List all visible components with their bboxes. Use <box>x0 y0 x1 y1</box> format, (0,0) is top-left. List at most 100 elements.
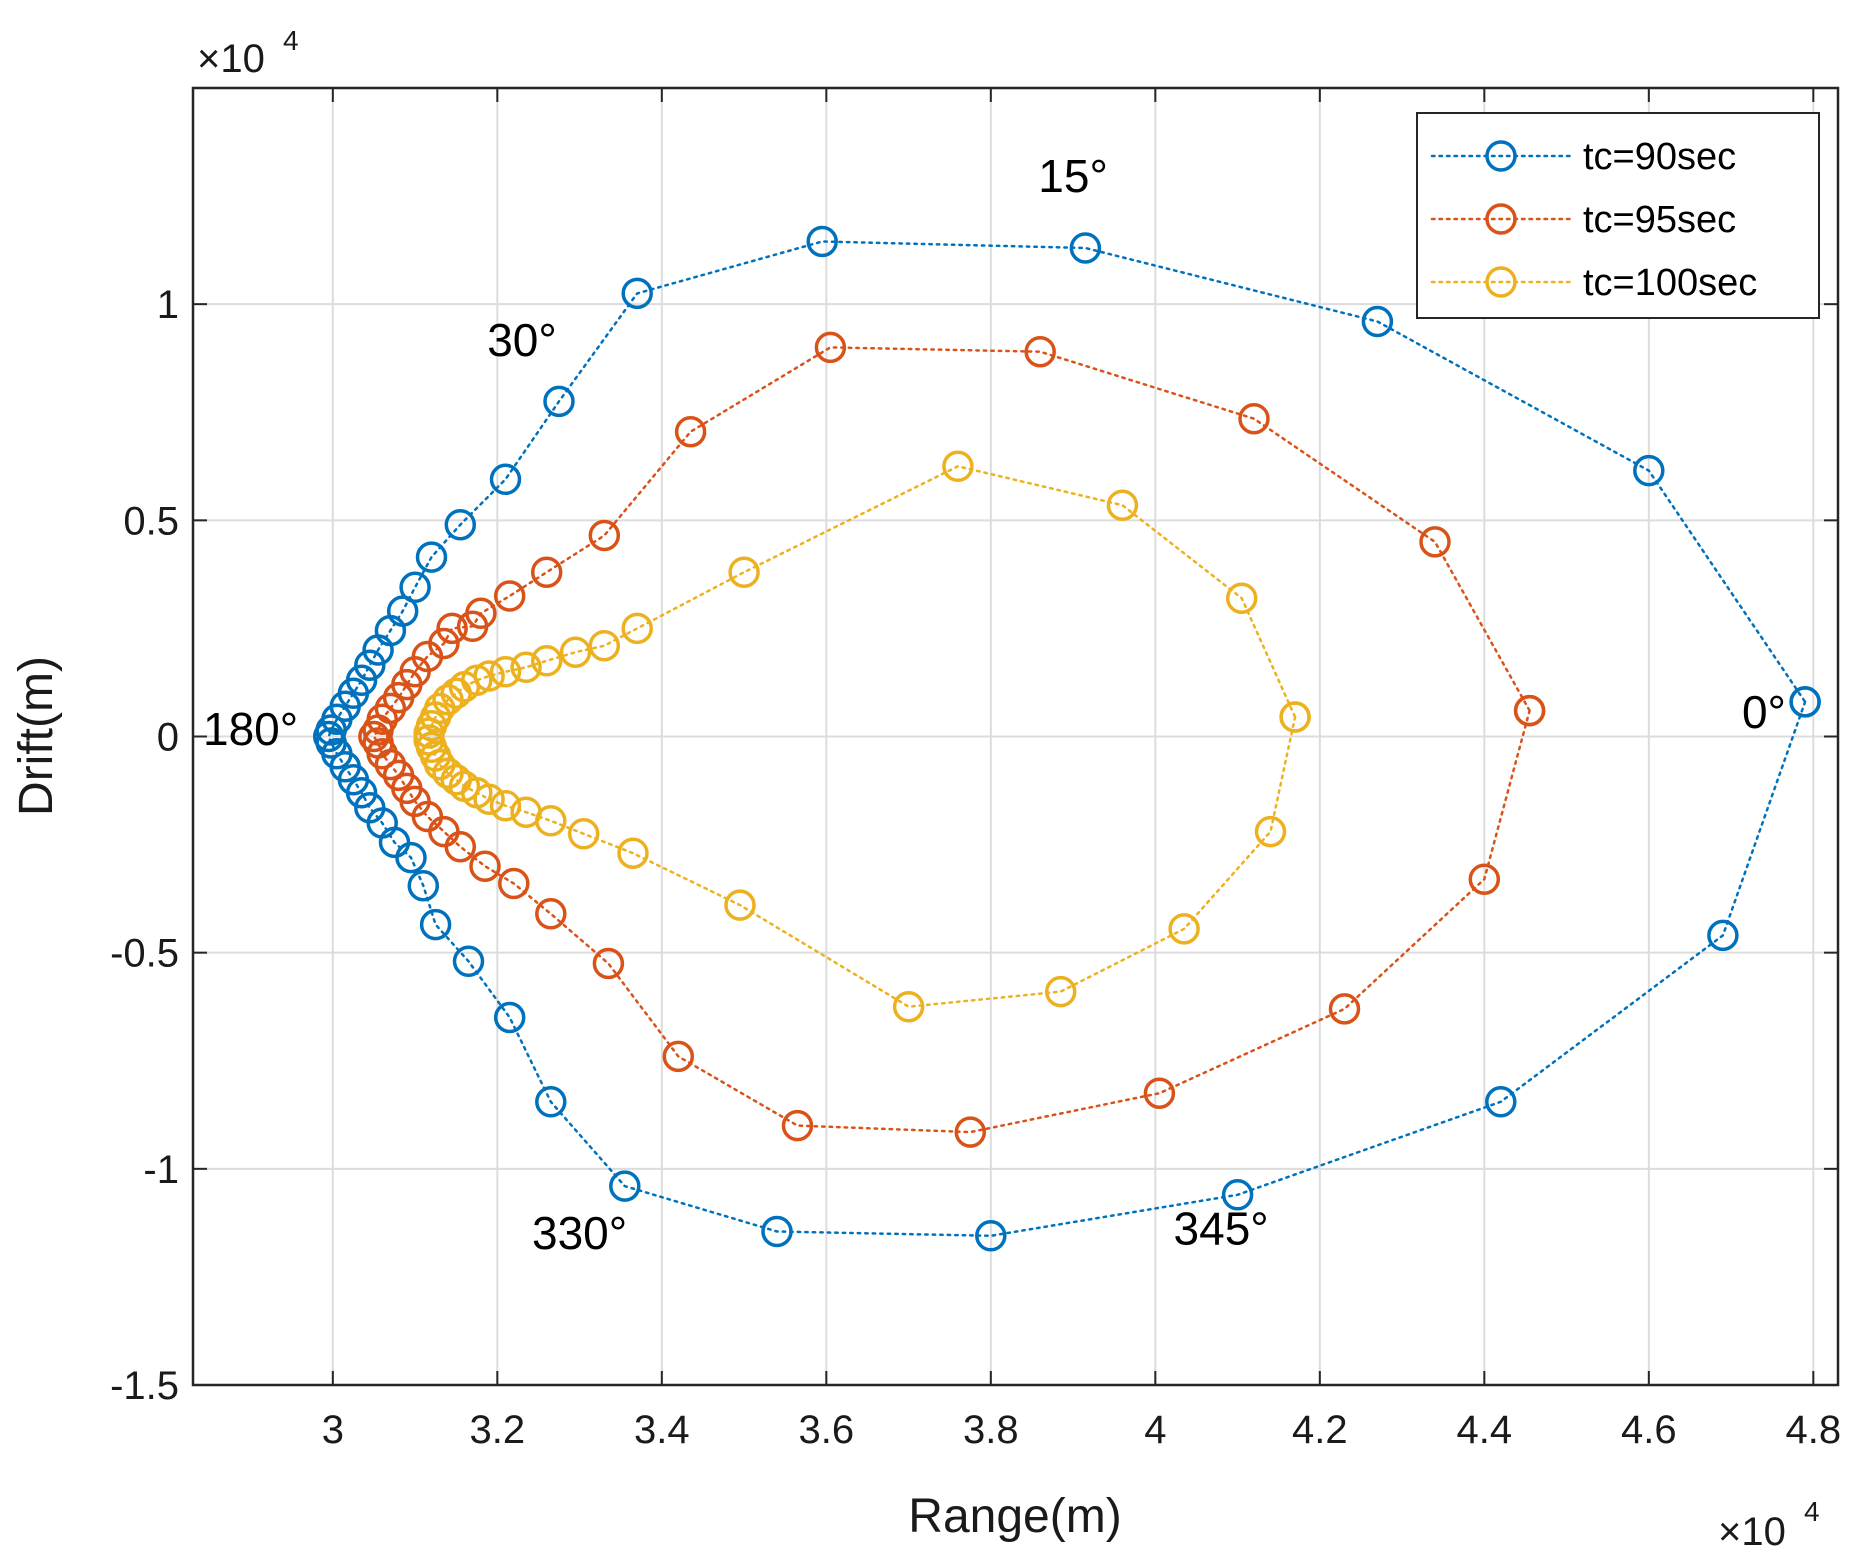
legend-entry: tc=100sec <box>1430 262 1757 304</box>
x-tick-label: 4.8 <box>1786 1408 1842 1452</box>
y-exponent-power: 4 <box>283 25 299 56</box>
data-point <box>473 660 505 692</box>
data-point <box>354 649 386 681</box>
data-point <box>419 908 452 941</box>
data-point <box>543 385 575 418</box>
data-point <box>407 869 440 902</box>
data-point <box>588 629 621 662</box>
data-point <box>1024 335 1056 368</box>
data-point <box>1254 815 1287 848</box>
data-point <box>1225 582 1258 614</box>
data-point <box>617 837 649 869</box>
x-tick-label: 3.4 <box>634 1408 690 1452</box>
data-point <box>366 703 398 735</box>
data-point <box>1513 694 1546 727</box>
data-point <box>1221 1179 1254 1211</box>
data-point <box>621 612 653 645</box>
data-point <box>1143 1077 1176 1109</box>
legend-entry: tc=95sec <box>1430 199 1736 241</box>
legend-entries: tc=90sec tc=95sec tc=100sec <box>1430 136 1757 304</box>
ticks: 3 3.2 3.4 3.6 3.8 4 4.2 4.4 4.6 4.8 -1.5 -1 -0.5 0 0.5… <box>110 88 1841 1452</box>
series-1 <box>312 225 1821 1252</box>
annotation-label: 330° <box>532 1207 627 1259</box>
legend-marker <box>1485 140 1517 172</box>
legend-marker <box>1485 266 1517 298</box>
y-tick-label: 1 <box>157 283 179 327</box>
annotation-label: 30° <box>487 314 557 366</box>
data-point <box>954 1116 987 1148</box>
data-point <box>489 789 522 822</box>
data-point <box>530 556 563 588</box>
data-point <box>1361 305 1394 338</box>
data-point <box>345 664 378 697</box>
data-point <box>1789 686 1821 718</box>
data-point <box>493 580 526 612</box>
series-layer <box>312 225 1821 1252</box>
data-point <box>498 867 530 900</box>
x-exponent-power: 4 <box>1804 1496 1820 1527</box>
data-point <box>1328 993 1361 1025</box>
data-point <box>761 1215 793 1248</box>
data-point <box>469 850 501 882</box>
annotation-label: 0° <box>1742 686 1786 738</box>
data-point <box>662 1040 695 1073</box>
data-point <box>588 519 621 552</box>
legend-label: tc=95sec <box>1583 199 1736 241</box>
x-axis-label: Range(m) <box>908 1490 1121 1543</box>
data-point <box>942 450 974 483</box>
data-point <box>559 636 592 668</box>
data-point <box>592 947 625 980</box>
data-point <box>452 945 485 978</box>
x-tick-label: 3.8 <box>963 1408 1019 1452</box>
data-point <box>493 1001 526 1034</box>
series-line <box>372 346 1531 1134</box>
data-point <box>814 331 847 364</box>
data-point <box>489 463 522 496</box>
y-tick-label: 0.5 <box>123 499 179 543</box>
data-point <box>354 792 386 824</box>
x-tick-label: 4.6 <box>1621 1408 1677 1452</box>
x-tick-label: 3 <box>322 1408 344 1452</box>
data-point <box>1279 701 1311 733</box>
data-point <box>399 571 431 604</box>
x-exponent: ×10 4 <box>1718 1496 1820 1554</box>
data-point <box>510 651 542 684</box>
data-point <box>530 645 563 677</box>
data-point <box>621 277 653 310</box>
data-point <box>1044 975 1077 1008</box>
plot-frame <box>191 86 1840 1387</box>
data-point <box>489 655 522 688</box>
series-line <box>427 464 1297 1008</box>
x-tick-label: 3.2 <box>470 1408 526 1452</box>
data-point <box>386 595 419 627</box>
data-point <box>567 818 600 850</box>
data-point <box>444 508 477 541</box>
x-tick-label: 4 <box>1144 1408 1166 1452</box>
x-tick-label: 4.2 <box>1292 1408 1348 1452</box>
data-point <box>806 225 838 258</box>
annotation-label: 180° <box>203 703 298 755</box>
y-tick-label: -1 <box>143 1148 179 1192</box>
data-point <box>374 692 407 725</box>
annotation-label: 345° <box>1174 1202 1269 1254</box>
y-tick-label: -0.5 <box>110 932 179 976</box>
data-point <box>1168 913 1200 945</box>
annotation-label: 15° <box>1038 150 1108 202</box>
data-point <box>535 1086 567 1118</box>
data-point <box>362 727 394 759</box>
legend-label: tc=100sec <box>1583 262 1757 304</box>
data-point <box>428 627 460 660</box>
x-exponent-base: ×10 <box>1718 1510 1786 1554</box>
legend-label: tc=90sec <box>1583 136 1736 178</box>
data-point <box>465 597 497 630</box>
data-point <box>781 1109 814 1142</box>
data-point <box>1707 919 1739 952</box>
x-tick-label: 3.6 <box>799 1408 855 1452</box>
data-point <box>892 990 925 1023</box>
annotations: 15° 30° 180° 0° 330° 345° <box>203 150 1786 1259</box>
series-3 <box>413 450 1311 1023</box>
data-point <box>724 889 756 921</box>
y-exponent: ×10 4 <box>197 25 299 81</box>
data-point <box>1106 489 1139 521</box>
